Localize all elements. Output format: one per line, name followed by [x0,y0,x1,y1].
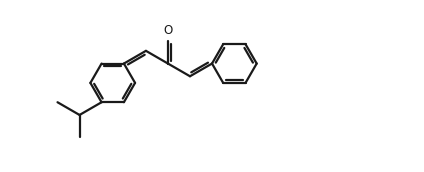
Text: O: O [163,24,173,37]
